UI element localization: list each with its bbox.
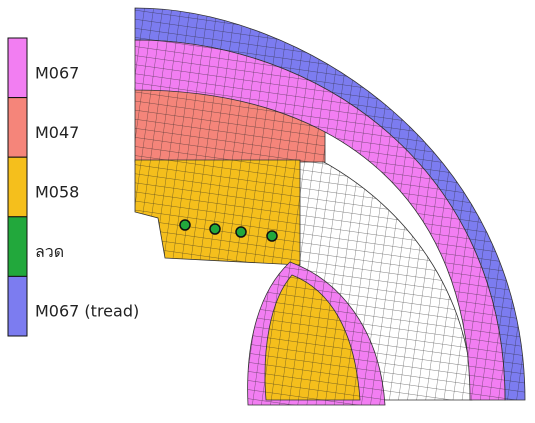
wire bbox=[236, 227, 246, 237]
legend-swatch bbox=[8, 276, 27, 336]
legend-label: ลวด bbox=[35, 242, 64, 261]
legend: M067 M047 M058 ลวด M067 (tread) bbox=[8, 38, 139, 336]
legend-swatch bbox=[8, 98, 27, 158]
wire bbox=[267, 231, 277, 241]
legend-swatch bbox=[8, 217, 27, 277]
legend-label: M058 bbox=[35, 182, 79, 201]
tire-mesh bbox=[0, 0, 535, 423]
legend-swatch bbox=[8, 38, 27, 98]
figure: M067 M047 M058 ลวด M067 (tread) bbox=[0, 0, 535, 423]
mesh-lines bbox=[0, 0, 535, 423]
legend-label: M047 bbox=[35, 123, 79, 142]
legend-label: M067 (tread) bbox=[35, 302, 139, 321]
wire bbox=[210, 224, 220, 234]
legend-swatch bbox=[8, 157, 27, 217]
wire bbox=[180, 220, 190, 230]
legend-label: M067 bbox=[35, 63, 79, 82]
